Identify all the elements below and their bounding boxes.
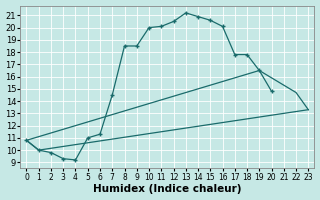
X-axis label: Humidex (Indice chaleur): Humidex (Indice chaleur) [93,184,242,194]
